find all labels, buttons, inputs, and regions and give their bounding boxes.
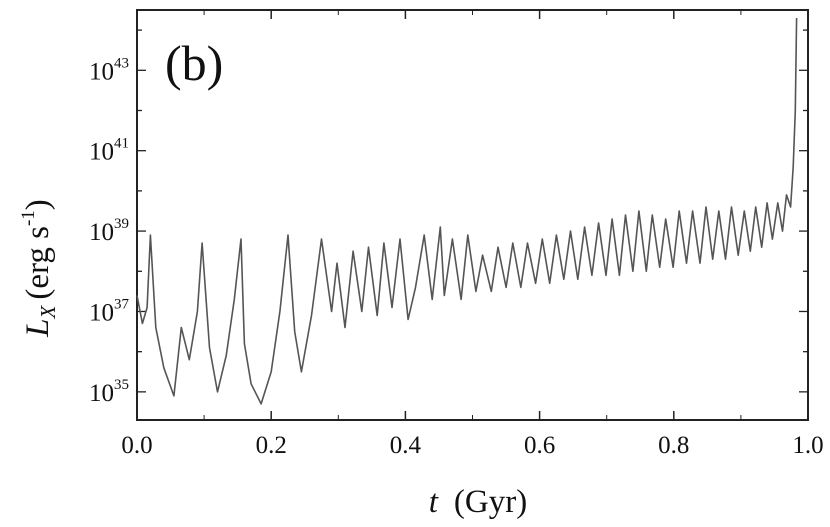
y-tick-label: 1039 [89, 216, 129, 246]
y-tick-label: 1035 [89, 377, 129, 407]
y-axis-sub: X [36, 304, 60, 319]
y-axis-unit-exp: -1 [18, 210, 39, 226]
x-axis-var: t [429, 484, 439, 520]
x-tick-label: 0.6 [524, 432, 555, 459]
x-tick-label: 1.0 [792, 432, 823, 459]
y-axis-var: L [20, 318, 56, 337]
y-axis-unit-open: (erg s [20, 226, 56, 300]
panel-label: (b) [165, 35, 223, 91]
series-line [136, 17, 798, 405]
x-tick-label: 0.8 [658, 432, 689, 459]
x-tick-label: 0.0 [121, 432, 152, 459]
x-axis-title: t (Gyr) [429, 484, 527, 520]
y-tick-label: 1043 [89, 55, 129, 85]
x-axis-unit: (Gyr) [454, 484, 527, 520]
y-axis-unit-close: ) [20, 199, 56, 210]
y-tick-label: 1041 [89, 136, 129, 166]
y-tick-label: 1037 [89, 296, 130, 326]
x-tick-label: 0.2 [256, 432, 287, 459]
plot-area: 0.0 0.2 0.4 0.6 0.8 1.0 1035 1037 1039 1041 1043 [89, 9, 824, 459]
svg-text:LX(erg s-1): LX (erg s-1) [18, 199, 60, 338]
y-axis-title: LX (erg s-1) [18, 199, 60, 338]
x-tick-label: 0.4 [390, 432, 422, 459]
